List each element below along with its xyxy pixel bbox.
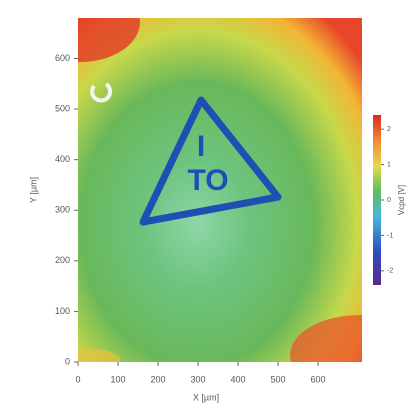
colorbar-tick-label: 2 <box>387 126 391 133</box>
colorbar-tick-label: 1 <box>387 161 391 168</box>
y-tick-label: 300 <box>55 205 70 215</box>
y-tick-label: 100 <box>55 306 70 316</box>
x-axis-label: X [µm] <box>193 392 219 402</box>
x-tick-label: 300 <box>190 374 205 384</box>
map-image <box>78 18 362 362</box>
y-tick-label: 200 <box>55 255 70 265</box>
colorbar-tick-label: -2 <box>387 268 393 275</box>
colorbar <box>373 115 381 285</box>
colorbar-tick-label: 0 <box>387 197 391 204</box>
y-tick-label: 400 <box>55 154 70 164</box>
colorbar-tick-label: -1 <box>387 232 393 239</box>
y-tick-label: 0 <box>65 356 70 366</box>
x-tick-label: 500 <box>270 374 285 384</box>
x-tick-label: 600 <box>310 374 325 384</box>
x-tick-label: 100 <box>110 374 125 384</box>
colorbar-label: Vcpd [V] <box>397 185 406 215</box>
annotation: I <box>197 130 205 163</box>
y-tick-label: 500 <box>55 103 70 113</box>
x-tick-label: 200 <box>150 374 165 384</box>
annotation: TO <box>187 164 228 197</box>
x-tick-label: 400 <box>230 374 245 384</box>
y-axis-label: Y [µm] <box>28 177 38 203</box>
x-tick-label: 0 <box>75 374 80 384</box>
y-tick-label: 600 <box>55 53 70 63</box>
